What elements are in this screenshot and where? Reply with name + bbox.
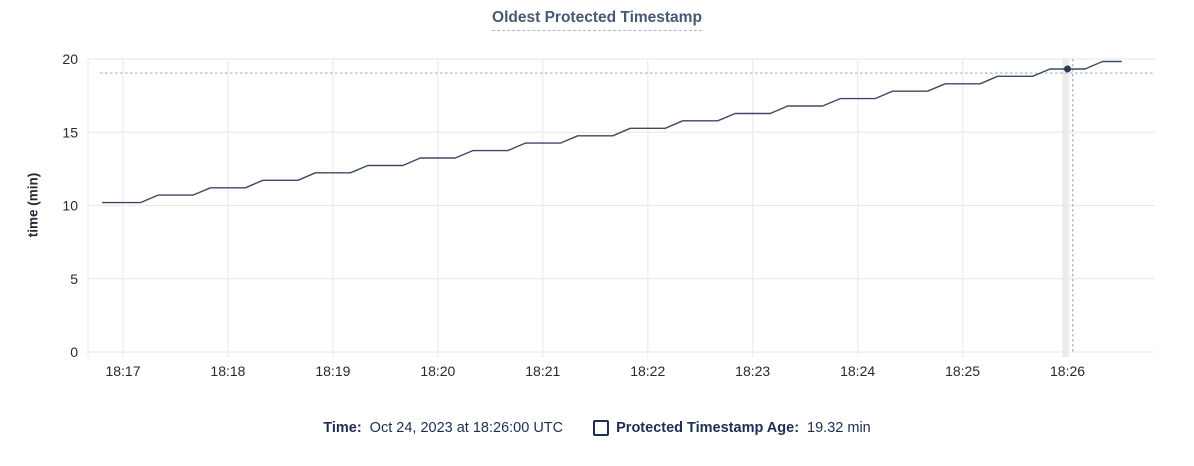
hover-band xyxy=(1062,59,1070,357)
x-tick-label: 18:26 xyxy=(1050,363,1085,379)
line-chart-plot-area[interactable]: 0 5 10 15 20 18:17 18:18 18:19 18:20 18:21 18:22 18… xyxy=(0,0,1194,410)
x-tick-label: 18:18 xyxy=(210,363,245,379)
legend-time: Time: Oct 24, 2023 at 18:26:00 UTC xyxy=(323,420,563,436)
y-tick-label: 20 xyxy=(62,51,78,67)
series-line xyxy=(102,60,1122,204)
y-tick-label: 10 xyxy=(62,198,78,214)
series-toggle-checkbox[interactable] xyxy=(593,420,610,436)
y-tick-label: 15 xyxy=(62,124,78,140)
x-tick-label: 18:21 xyxy=(525,363,560,379)
chart-title[interactable]: Oldest Protected Timestamp xyxy=(492,9,702,31)
x-tick-label: 18:17 xyxy=(105,363,140,379)
y-tick-label: 0 xyxy=(70,344,78,360)
legend-time-label: Time: xyxy=(323,420,362,436)
x-tick-label: 18:23 xyxy=(735,363,770,379)
legend-series[interactable]: Protected Timestamp Age: 19.32 min xyxy=(593,420,871,436)
legend-time-value: Oct 24, 2023 at 18:26:00 UTC xyxy=(369,420,564,436)
x-tick-label: 18:25 xyxy=(945,363,980,379)
hover-point xyxy=(1064,65,1072,73)
x-tick-label: 18:22 xyxy=(630,363,665,379)
chart-header: Oldest Protected Timestamp xyxy=(0,9,1194,31)
legend-series-value: 19.32 min xyxy=(807,420,871,436)
y-tick-label: 5 xyxy=(70,271,78,287)
legend-series-label: Protected Timestamp Age: xyxy=(616,420,800,436)
x-tick-label: 18:24 xyxy=(840,363,875,379)
chart-legend: Time: Oct 24, 2023 at 18:26:00 UTC Prote… xyxy=(0,420,1194,436)
x-tick-label: 18:20 xyxy=(420,363,455,379)
x-tick-label: 18:19 xyxy=(315,363,350,379)
